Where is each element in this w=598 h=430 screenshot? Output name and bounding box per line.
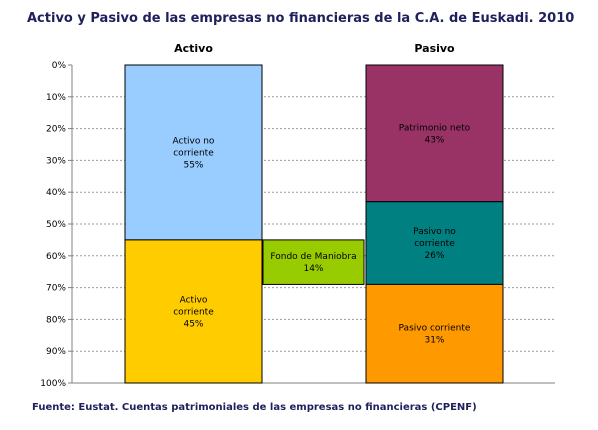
- bar-segment-activo: [124, 239, 263, 384]
- bar-segment-activo-no: [124, 64, 263, 241]
- bar-segment-fondo-de-maniobra: [262, 239, 365, 285]
- bar-segment-pasivo-no: [365, 201, 504, 285]
- data-label-pasivo-corriente: Pasivo corriente 31%: [399, 324, 471, 346]
- y-tick-label: 30%: [46, 156, 66, 166]
- y-tick-label: 10%: [46, 93, 66, 103]
- source-note: Fuente: Eustat. Cuentas patrimoniales de…: [32, 402, 477, 413]
- y-tick-label: 90%: [46, 347, 66, 357]
- y-tick-label: 60%: [46, 252, 66, 262]
- y-tick-label: 70%: [46, 284, 66, 294]
- bar-segment-pasivo-corriente: [365, 283, 504, 384]
- y-tick-label: 100%: [40, 379, 66, 389]
- bar-segment-patrimonio-neto: [365, 64, 504, 203]
- data-label-activo: Activo corriente 45%: [173, 295, 214, 329]
- bars: Activo no corriente 55% Activo corriente 45% F…: [124, 64, 504, 384]
- data-label-patrimonio-neto: Patrimonio neto 43%: [399, 123, 471, 145]
- data-label-pasivo-no: Pasivo no corriente 26%: [413, 227, 456, 261]
- data-label-fondo-de-maniobra: Fondo de Maniobra 14%: [270, 252, 356, 274]
- y-tick-label: 0%: [52, 61, 67, 71]
- category-labels: Activo Pasivo: [174, 42, 455, 55]
- y-tick-label: 50%: [46, 220, 66, 230]
- data-label-activo-no: Activo no corriente 55%: [173, 136, 215, 170]
- y-tick-label: 80%: [46, 315, 66, 325]
- y-tick-label: 40%: [46, 188, 66, 198]
- category-label-pasivo: Pasivo: [414, 42, 455, 55]
- category-label-activo: Activo: [174, 42, 213, 55]
- y-tick-label: 20%: [46, 125, 66, 135]
- chart-title: Activo y Pasivo de las empresas no finan…: [27, 11, 575, 26]
